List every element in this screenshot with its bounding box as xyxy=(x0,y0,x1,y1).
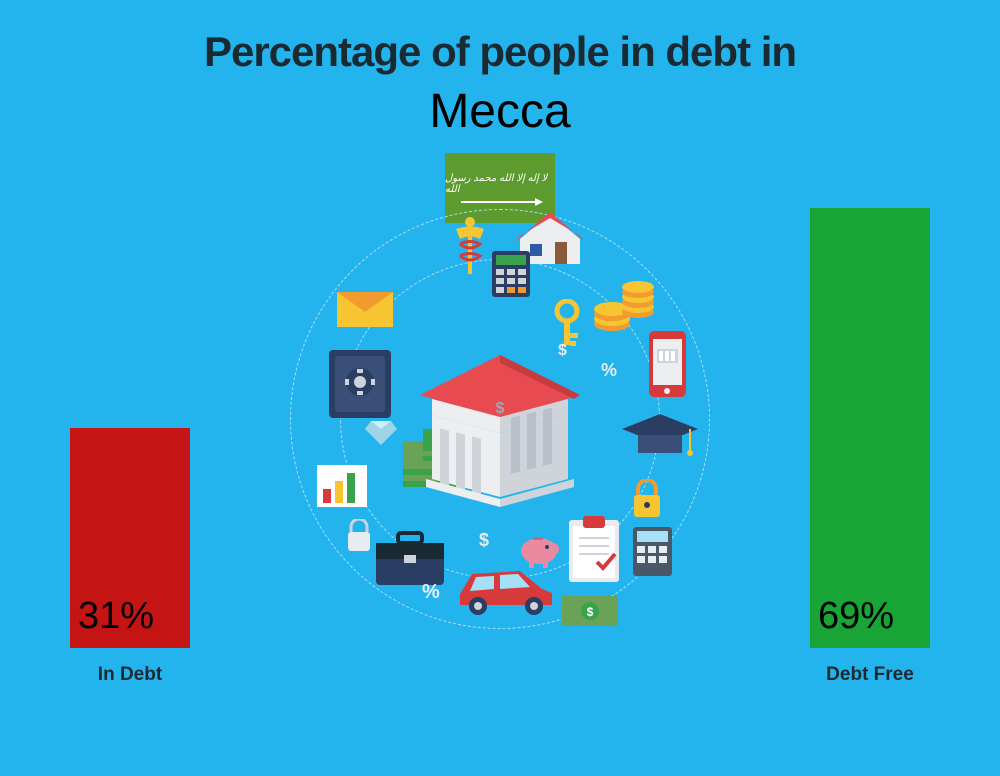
calculator-icon xyxy=(490,249,532,299)
finance-illustration: $ % % $ $ xyxy=(290,209,710,629)
percent-icon: % xyxy=(600,359,622,381)
svg-text:$: $ xyxy=(496,400,505,417)
percent-icon: % xyxy=(420,579,444,603)
smartphone-icon xyxy=(645,329,690,399)
clipboard-icon xyxy=(565,514,623,586)
bank-building-icon: $ xyxy=(410,347,590,507)
svg-text:%: % xyxy=(422,581,440,603)
bar-label-in-debt: In Debt xyxy=(70,664,190,686)
bar-rect-in-debt: 31% xyxy=(70,428,190,648)
svg-text:$: $ xyxy=(587,605,594,619)
svg-text:$: $ xyxy=(479,530,489,550)
diamond-icon xyxy=(365,419,397,445)
svg-text:%: % xyxy=(601,360,617,380)
envelope-icon xyxy=(335,284,395,329)
page-subtitle: Mecca xyxy=(0,84,1000,139)
calculator-small-icon xyxy=(630,524,675,579)
bar-value-in-debt: 31% xyxy=(78,595,154,638)
padlock-small-icon xyxy=(345,519,373,553)
safe-icon xyxy=(325,344,395,424)
flag-sword-icon xyxy=(461,201,539,203)
car-icon xyxy=(450,559,560,619)
chart-icon xyxy=(315,459,370,509)
page-title: Percentage of people in debt in xyxy=(0,0,1000,76)
caduceus-icon xyxy=(450,214,490,284)
graduation-cap-icon xyxy=(620,409,700,464)
bar-rect-debt-free: 69% xyxy=(810,208,930,648)
flag-script: لا إله إلا الله محمد رسول الله xyxy=(445,173,555,195)
padlock-icon xyxy=(630,479,664,519)
bar-debt-free: 69% Debt Free xyxy=(810,208,930,686)
bar-value-debt-free: 69% xyxy=(818,595,894,638)
bar-label-debt-free: Debt Free xyxy=(810,664,930,686)
dollar-icon: $ xyxy=(475,529,497,551)
bar-in-debt: 31% In Debt xyxy=(70,428,190,686)
cash-note-icon: $ xyxy=(560,594,620,628)
